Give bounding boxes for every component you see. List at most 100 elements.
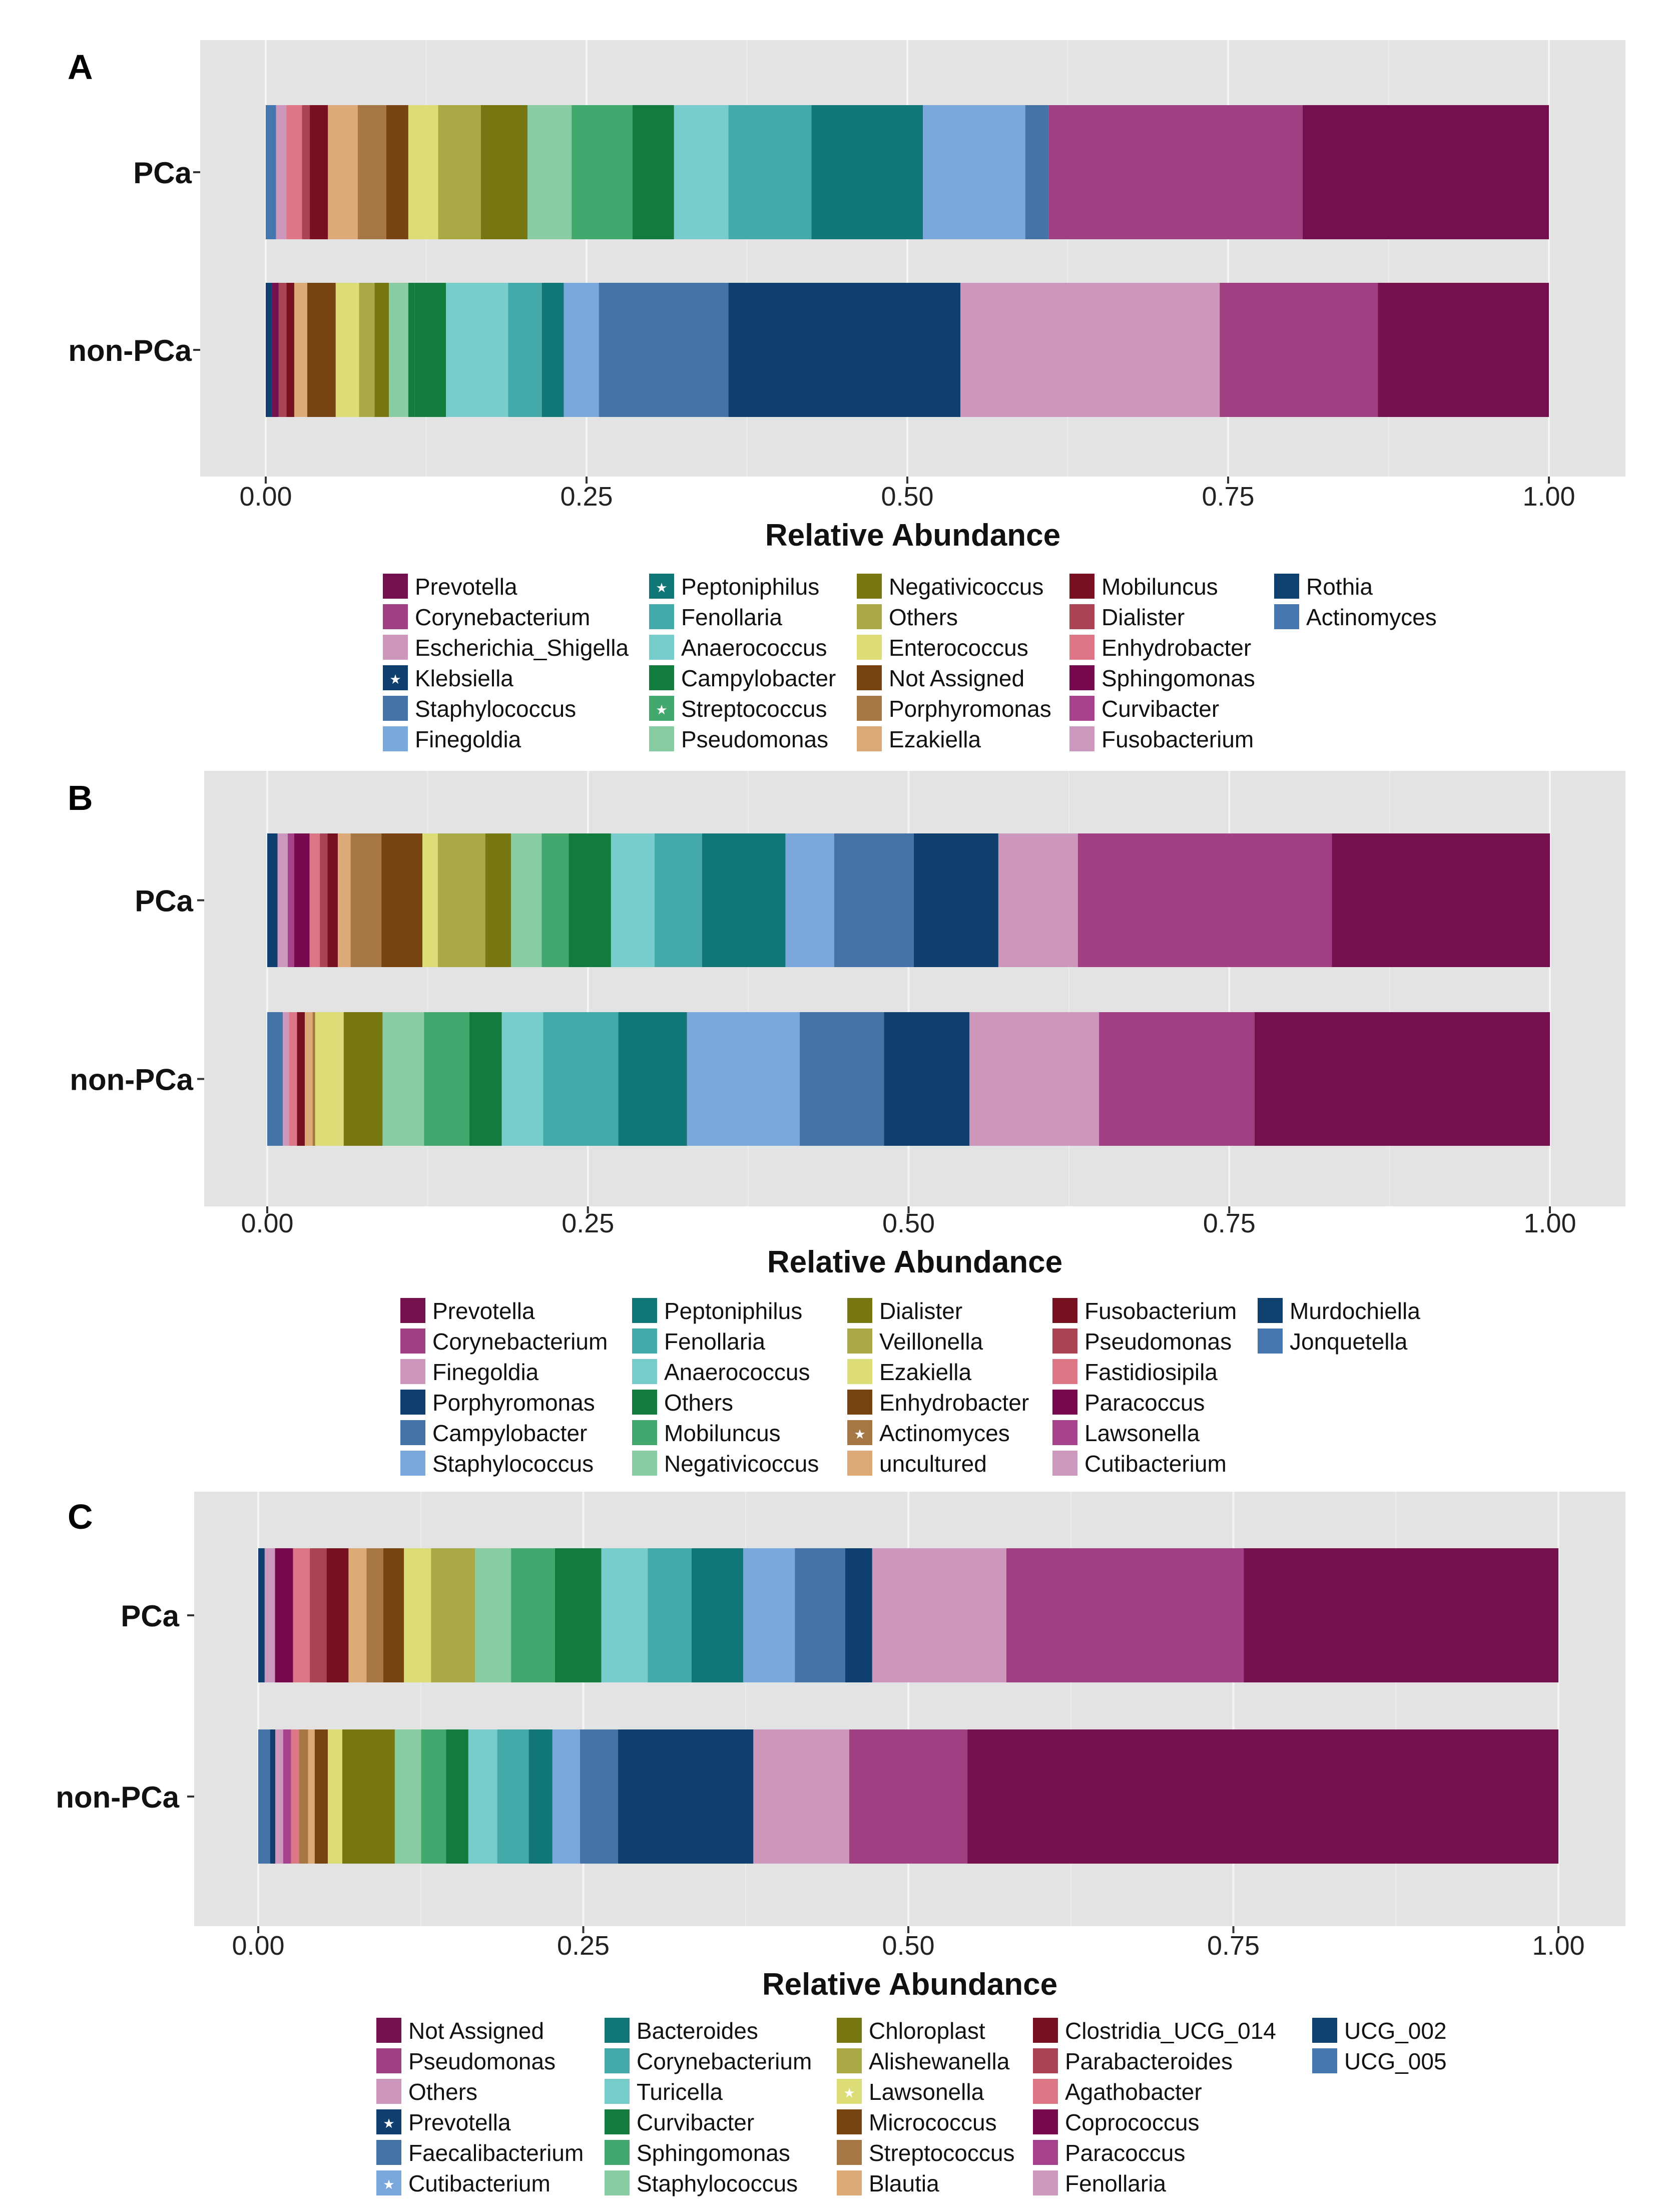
bar-segment	[309, 833, 320, 967]
legend-item: Fenollaria	[632, 1329, 765, 1355]
legend-item: Prevotella	[400, 1298, 535, 1324]
legend-label: Corynebacterium	[637, 2048, 812, 2074]
bar-segment	[275, 1729, 283, 1864]
legend-label: Curvibacter	[1101, 696, 1219, 722]
legend-label: Lawsonella	[869, 2079, 984, 2105]
bar-segment	[286, 283, 294, 417]
legend-item: Negativicoccus	[857, 574, 1043, 600]
legend-item: Turicella	[605, 2079, 723, 2105]
legend-label: Mobiluncus	[1101, 574, 1218, 600]
chart-panel-a: A PCa non-PCa 0.00 0.25 0.50 0.75 1.00 Relative …	[68, 40, 1625, 752]
legend-swatch	[632, 1329, 657, 1354]
bar-segment	[446, 1729, 468, 1864]
legend-label: Murdochiella	[1290, 1298, 1420, 1324]
legend-label: UCG_005	[1344, 2048, 1447, 2074]
legend-swatch	[847, 1390, 872, 1415]
legend-swatch	[1052, 1329, 1077, 1354]
bar-segment	[1332, 833, 1550, 967]
bar-segment	[357, 105, 386, 239]
x-tick-label: 0.75	[1203, 1208, 1256, 1238]
legend-label: Rothia	[1306, 574, 1373, 600]
legend-label: Dialister	[879, 1298, 962, 1324]
legend-swatch	[1033, 2079, 1058, 2104]
legend-label: Streptococcus	[681, 696, 827, 722]
legend-label: Faecalibacterium	[408, 2140, 584, 2166]
star-icon: ★	[854, 1427, 865, 1442]
legend-label: Negativicoccus	[664, 1451, 819, 1477]
legend-item: Corynebacterium	[400, 1329, 608, 1355]
legend-swatch	[837, 2140, 862, 2165]
bar-segment	[692, 1548, 744, 1682]
bar-segment	[541, 283, 564, 417]
y-tick-label: PCa	[121, 1599, 179, 1633]
legend-item: Mobiluncus	[1069, 574, 1218, 600]
legend-label: Others	[664, 1390, 733, 1416]
legend-swatch	[1033, 2170, 1058, 2195]
legend-label: Pseudomonas	[1084, 1329, 1232, 1355]
legend-label: Prevotella	[408, 2109, 511, 2135]
legend-label: Pseudomonas	[681, 726, 828, 752]
bar-segment	[1220, 283, 1378, 417]
bar-segment	[408, 283, 415, 417]
bar-segment	[320, 833, 328, 967]
bar-segment	[469, 1012, 502, 1146]
legend-swatch	[847, 1298, 872, 1323]
legend-item: UCG_005	[1312, 2048, 1447, 2074]
bar-segment	[366, 1548, 384, 1682]
legend-label: Curvibacter	[637, 2109, 754, 2135]
chart-panel-c: C PCa non-PCa 0.00 0.25 0.50 0.75 1.00 Relative …	[56, 1492, 1625, 2196]
bar-segment	[348, 1548, 367, 1682]
chart-panel-b: B PCa non-PCa 0.00 0.25 0.50 0.75 1.00 Relative …	[68, 771, 1625, 1477]
bar-segment	[468, 1729, 497, 1864]
bar-segment	[310, 1548, 327, 1682]
legend-label: Anaerococcus	[681, 635, 827, 661]
legend-swatch	[400, 1359, 425, 1384]
bar-segment	[528, 1729, 553, 1864]
bar-segment	[275, 1548, 293, 1682]
bar-segment	[445, 283, 508, 417]
legend-label: Peptoniphilus	[681, 574, 819, 600]
legend-item: Finegoldia	[400, 1359, 539, 1385]
bar-segment	[276, 105, 287, 239]
bar-segment	[350, 833, 382, 967]
legend-label: Campylobacter	[432, 1420, 587, 1446]
legend-swatch	[1069, 696, 1094, 721]
legend-item: Streptococcus	[837, 2140, 1014, 2166]
legend-item: Porphyromonas	[857, 696, 1051, 722]
legend-item: Actinomyces	[1274, 604, 1437, 630]
legend-swatch	[1258, 1298, 1283, 1323]
legend-item: ★ Actinomyces	[847, 1420, 1010, 1446]
bar-segment	[541, 833, 569, 967]
legend-swatch	[1312, 2018, 1337, 2043]
legend-item: Parabacteroides	[1033, 2048, 1233, 2074]
bar-non-pca	[267, 1012, 1550, 1146]
legend-swatch	[383, 635, 408, 660]
x-tick-label: 1.00	[1532, 1931, 1584, 1961]
legend-label: Veillonella	[879, 1329, 983, 1355]
legend-item: Anaerococcus	[649, 635, 827, 661]
legend-swatch	[857, 574, 882, 599]
bar-segment	[728, 105, 812, 239]
legend-swatch	[847, 1329, 872, 1354]
bar-segment	[785, 833, 834, 967]
legend-swatch	[1069, 726, 1094, 751]
legend-swatch	[1052, 1420, 1077, 1445]
legend-item: Bacteroides	[605, 2018, 758, 2044]
x-tick-label: 0.50	[882, 1208, 935, 1238]
bar-segment	[485, 833, 511, 967]
legend-swatch	[857, 696, 882, 721]
x-tick-label: 0.75	[1207, 1931, 1260, 1961]
legend-item: Dialister	[847, 1298, 962, 1324]
x-tick-label: 0.00	[239, 482, 292, 512]
legend-swatch	[376, 2018, 401, 2043]
bar-segment	[702, 833, 786, 967]
legend-item: Agathobacter	[1033, 2079, 1202, 2105]
bar-segment	[497, 1729, 529, 1864]
bar-segment	[267, 833, 278, 967]
bar-segment	[555, 1548, 602, 1682]
legend-item: Campylobacter	[400, 1420, 587, 1446]
legend-item: Escherichia_Shigella	[383, 635, 629, 661]
legend-swatch	[1033, 2018, 1058, 2043]
legend-item: Sphingomonas	[605, 2140, 790, 2166]
bar-segment	[283, 1012, 290, 1146]
